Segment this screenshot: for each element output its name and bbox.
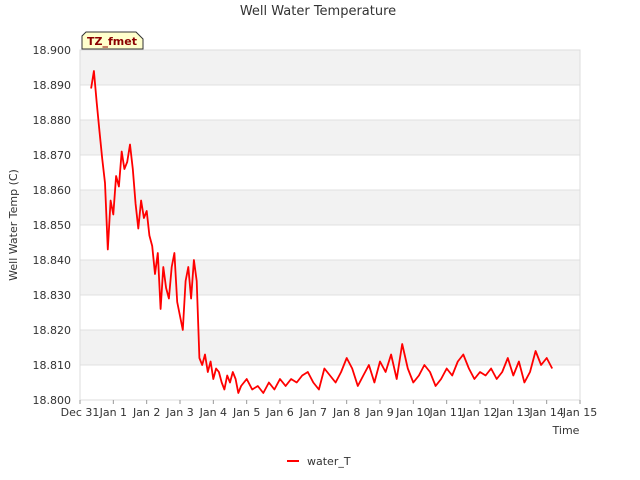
x-tick-label: Jan 13	[495, 406, 530, 419]
y-tick-label: 18.830	[33, 289, 72, 302]
y-tick-label: 18.880	[33, 114, 72, 127]
badge-shape	[81, 31, 144, 50]
tz-badge: TZ_fmet	[81, 31, 144, 50]
y-tick-label: 18.840	[33, 254, 72, 267]
background-band	[80, 120, 580, 155]
y-tick-label: 18.860	[33, 184, 72, 197]
background-band	[80, 295, 580, 330]
background-band	[80, 155, 580, 190]
x-tick-label: Jan 6	[265, 406, 293, 419]
x-axis-ticks: Dec 31 Jan 1 Jan 2 Jan 3 Jan 4 Jan 5 Jan 6 Jan …	[61, 400, 597, 419]
x-tick-label: Jan 7	[299, 406, 327, 419]
background-band	[80, 330, 580, 365]
x-tick-label: Dec 31	[61, 406, 100, 419]
background-band	[80, 225, 580, 260]
background-band	[80, 365, 580, 400]
series-layer	[90, 70, 553, 394]
y-tick-label: 18.800	[33, 394, 72, 407]
plot-frame	[79, 49, 581, 401]
background-band	[80, 50, 580, 85]
y-tick-label: 18.850	[33, 219, 72, 232]
x-tick-label: Jan 8	[332, 406, 360, 419]
x-tick-label: Jan 15	[562, 406, 597, 419]
x-tick-label: Jan 10	[395, 406, 430, 419]
y-tick-label: 18.820	[33, 324, 72, 337]
x-tick-label: Jan 1	[99, 406, 127, 419]
x-tick-label: Jan 2	[132, 406, 160, 419]
background-band	[80, 190, 580, 225]
badge-label: TZ_fmet	[87, 35, 137, 48]
x-tick-label: Jan 5	[232, 406, 260, 419]
x-tick-label: Jan 4	[199, 406, 227, 419]
x-tick-label: Jan 9	[365, 406, 393, 419]
x-tick-label: Jan 3	[165, 406, 193, 419]
y-tick-label: 18.870	[33, 149, 72, 162]
x-tick-label: Jan 14	[528, 406, 563, 419]
y-tick-label: 18.900	[33, 44, 72, 57]
y-tick-label: 18.810	[33, 359, 72, 372]
chart-title: Well Water Temperature	[240, 4, 396, 19]
background-band	[80, 85, 580, 120]
x-tick-label: Jan 12	[462, 406, 497, 419]
y-axis-label: Well Water Temp (C)	[7, 169, 20, 281]
x-tick-label: Jan 11	[428, 406, 463, 419]
y-tick-label: 18.890	[33, 79, 72, 92]
x-axis-label: Time	[552, 424, 580, 437]
legend: water_T	[287, 455, 351, 468]
background-bands	[80, 50, 580, 400]
y-axis-ticks: 18.800 18.810 18.820 18.830 18.840 18.850 18.8…	[33, 44, 72, 407]
series-line-water_T	[90, 70, 553, 394]
legend-label: water_T	[307, 455, 351, 468]
